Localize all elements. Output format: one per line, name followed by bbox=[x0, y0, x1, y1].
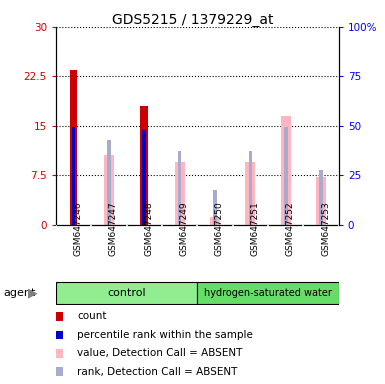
Text: GSM647252: GSM647252 bbox=[286, 202, 295, 257]
Text: GSM647251: GSM647251 bbox=[250, 202, 259, 257]
Bar bbox=[107, 140, 110, 225]
Text: GSM647250: GSM647250 bbox=[215, 202, 224, 257]
Text: GSM647249: GSM647249 bbox=[180, 202, 189, 257]
Bar bbox=[213, 190, 217, 225]
Bar bbox=[210, 217, 220, 225]
Bar bbox=[70, 70, 77, 225]
Bar bbox=[245, 162, 255, 225]
Bar bbox=[178, 151, 181, 225]
Text: GSM647253: GSM647253 bbox=[321, 202, 330, 257]
Bar bbox=[249, 151, 252, 225]
Bar bbox=[316, 177, 326, 225]
Text: rank, Detection Call = ABSENT: rank, Detection Call = ABSENT bbox=[77, 367, 238, 377]
Text: hydrogen-saturated water: hydrogen-saturated water bbox=[204, 288, 332, 298]
Bar bbox=[142, 131, 146, 225]
Bar bbox=[72, 127, 75, 225]
Text: GSM647247: GSM647247 bbox=[109, 202, 118, 257]
Bar bbox=[319, 170, 323, 225]
Text: agent: agent bbox=[4, 288, 36, 298]
Text: value, Detection Call = ABSENT: value, Detection Call = ABSENT bbox=[77, 348, 243, 358]
Bar bbox=[175, 162, 184, 225]
Text: GDS5215 / 1379229_at: GDS5215 / 1379229_at bbox=[112, 13, 273, 27]
Text: control: control bbox=[107, 288, 146, 298]
Bar bbox=[281, 116, 291, 225]
Text: percentile rank within the sample: percentile rank within the sample bbox=[77, 330, 253, 340]
Text: ▶: ▶ bbox=[28, 286, 38, 299]
FancyBboxPatch shape bbox=[56, 281, 197, 304]
FancyBboxPatch shape bbox=[197, 281, 339, 304]
Text: count: count bbox=[77, 311, 107, 321]
Text: GSM647246: GSM647246 bbox=[74, 202, 82, 257]
Bar bbox=[284, 127, 288, 225]
Bar bbox=[141, 106, 148, 225]
Text: GSM647248: GSM647248 bbox=[144, 202, 153, 257]
Bar bbox=[104, 156, 114, 225]
